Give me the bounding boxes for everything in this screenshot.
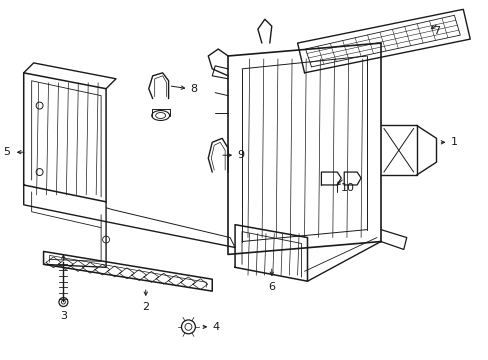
Text: 2: 2 bbox=[142, 302, 149, 312]
Text: 8: 8 bbox=[190, 84, 197, 94]
Text: 1: 1 bbox=[449, 137, 456, 147]
Text: 4: 4 bbox=[212, 322, 219, 332]
Text: 6: 6 bbox=[268, 282, 275, 292]
Text: 9: 9 bbox=[237, 150, 244, 160]
Text: 3: 3 bbox=[60, 311, 67, 321]
Text: 5: 5 bbox=[3, 147, 10, 157]
Text: 10: 10 bbox=[341, 183, 354, 193]
Text: 7: 7 bbox=[433, 26, 440, 36]
